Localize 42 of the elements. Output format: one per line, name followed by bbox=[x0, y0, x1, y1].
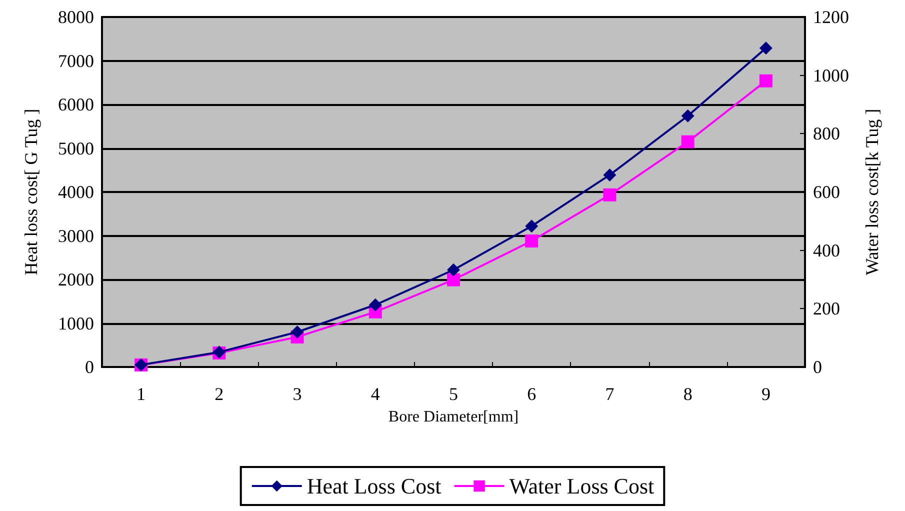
point bbox=[447, 273, 460, 286]
point bbox=[681, 135, 694, 148]
y-tick-label: 5000 bbox=[58, 138, 94, 158]
y-axis-title: Heat loss cost[ G Tug ] bbox=[21, 108, 41, 276]
x-tick-label: 2 bbox=[214, 384, 224, 404]
x-tick-label: 3 bbox=[292, 384, 302, 404]
x-tick-label: 8 bbox=[683, 384, 692, 404]
y2-tick-label: 200 bbox=[813, 298, 840, 319]
x-axis-title: Bore Diameter[mm] bbox=[388, 408, 519, 426]
point bbox=[525, 220, 538, 233]
x-tick-label: 5 bbox=[449, 384, 458, 404]
point bbox=[759, 42, 772, 55]
x-tick-label: 6 bbox=[527, 384, 536, 404]
x-tick-label: 1 bbox=[136, 384, 146, 404]
point bbox=[290, 326, 304, 338]
y-tick-label: 6000 bbox=[58, 94, 94, 114]
y2-tick-label: 1000 bbox=[813, 65, 849, 86]
legend-label: Water Loss Cost bbox=[509, 474, 654, 498]
y-tick-label: 4000 bbox=[58, 182, 94, 202]
y2-tick-label: 600 bbox=[813, 182, 840, 202]
point bbox=[681, 109, 694, 122]
x-tick-label: 7 bbox=[605, 384, 614, 404]
y2-tick-label: 0 bbox=[813, 357, 822, 377]
point bbox=[603, 168, 616, 182]
y2-tick-label: 800 bbox=[813, 124, 840, 144]
y2-tick-label: 1200 bbox=[813, 7, 849, 27]
y-tick-label: 2000 bbox=[58, 270, 94, 290]
y2-tick-label: 400 bbox=[813, 240, 840, 260]
point bbox=[368, 298, 382, 312]
point bbox=[447, 263, 460, 276]
y-tick-label: 3000 bbox=[58, 226, 94, 246]
y2-axis-title: Water loss cost[k Tug ] bbox=[862, 108, 882, 276]
y-tick-label: 8000 bbox=[58, 7, 94, 27]
y-tick-label: 0 bbox=[85, 357, 94, 377]
x-tick-label: 9 bbox=[761, 384, 770, 404]
legend-label: Heat Loss Cost bbox=[306, 474, 442, 498]
point bbox=[603, 188, 616, 202]
point bbox=[759, 74, 772, 88]
x-tick-label: 4 bbox=[370, 384, 380, 404]
point bbox=[525, 234, 538, 248]
y-tick-label: 1000 bbox=[58, 313, 94, 334]
y-tick-label: 7000 bbox=[58, 50, 94, 71]
